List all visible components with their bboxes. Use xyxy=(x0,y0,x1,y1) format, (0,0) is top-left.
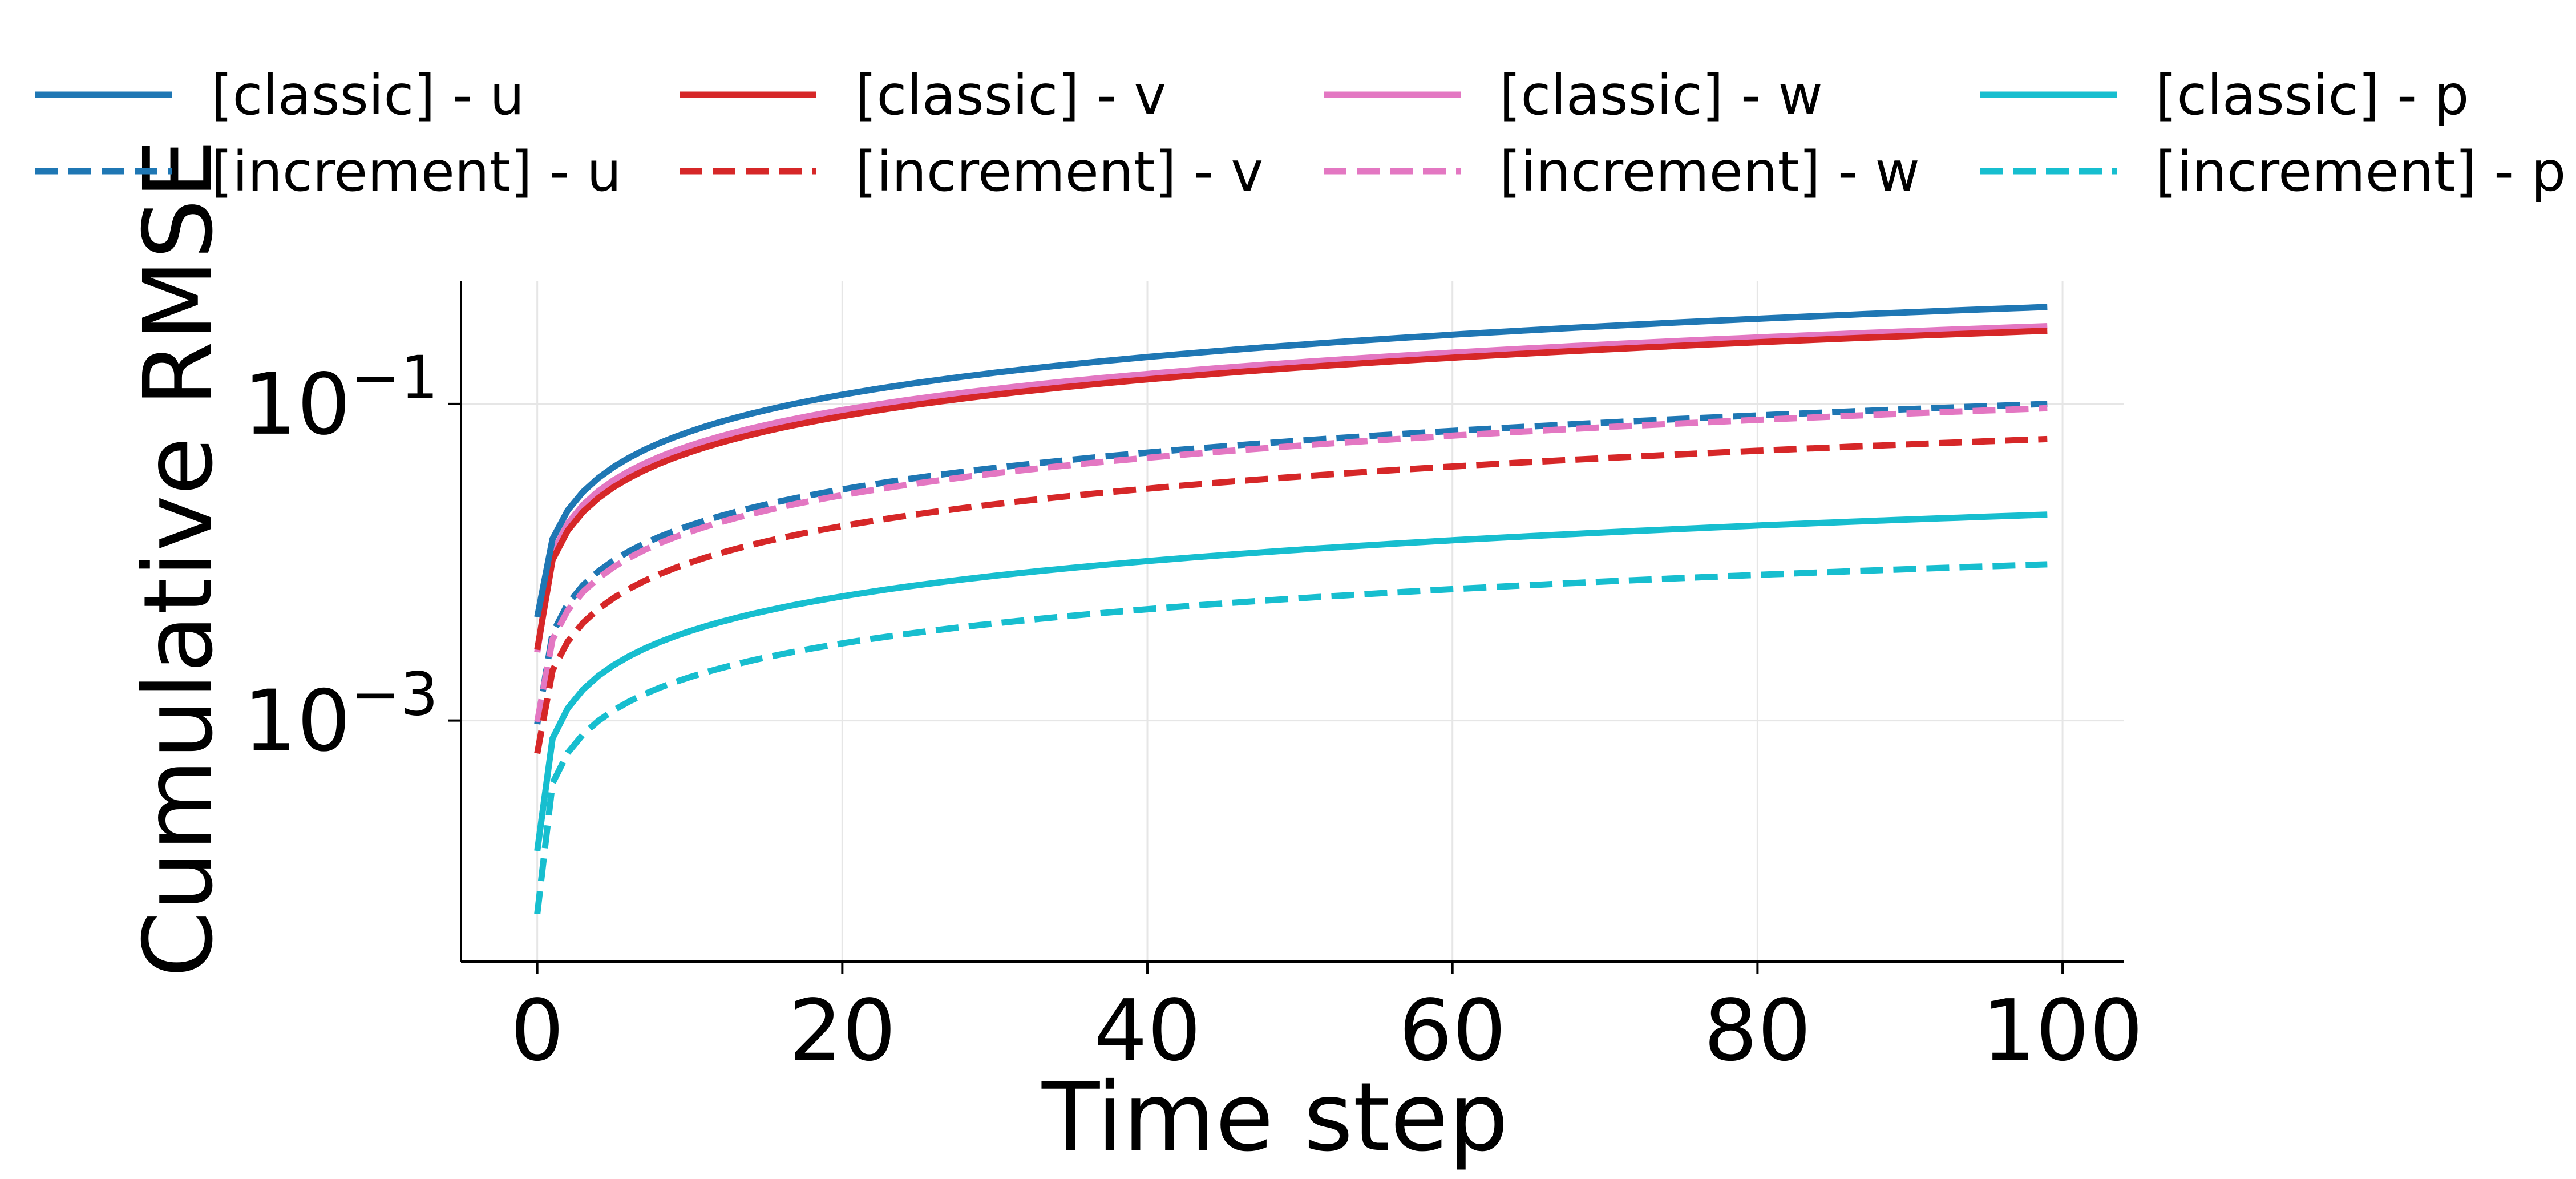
legend-item: [increment] - u xyxy=(35,140,621,204)
legend-label: [classic] - w xyxy=(1499,63,1823,127)
legend: [classic] - u [classic] - v [classic] - w [… xyxy=(35,63,2566,204)
legend-item: [classic] - w xyxy=(1324,63,1823,127)
series-line-classic-v xyxy=(534,328,2048,651)
legend-item: [classic] - u xyxy=(35,63,524,127)
legend-label: [classic] - v xyxy=(855,63,1166,127)
series-line-classic-p xyxy=(534,511,2048,851)
legend-item: [classic] - p xyxy=(1980,63,2469,127)
series-line-increment-p xyxy=(534,561,2048,915)
x-tick-label: 60 xyxy=(1399,982,1506,1080)
legend-item: [increment] - v xyxy=(680,140,1263,204)
y-axis-title: Cumulative RMSE xyxy=(124,139,234,978)
series-line-increment-v xyxy=(534,435,2048,754)
legend-label: [increment] - u xyxy=(211,140,621,204)
legend-label: [increment] - w xyxy=(1499,140,1920,204)
legend-label: [classic] - p xyxy=(2156,63,2469,127)
x-tick-label: 100 xyxy=(1982,982,2144,1080)
legend-label: [increment] - p xyxy=(2156,140,2566,204)
series-line-classic-u xyxy=(534,304,2048,618)
series-lines xyxy=(534,304,2048,915)
series-line-classic-w xyxy=(534,323,2048,653)
legend-item: [increment] - p xyxy=(1980,140,2566,204)
y-tick-label: 10−1 xyxy=(243,343,438,454)
y-tick-label: 10−3 xyxy=(243,660,438,770)
legend-label: [classic] - u xyxy=(211,63,524,127)
x-tick-label: 80 xyxy=(1704,982,1811,1080)
axes xyxy=(448,281,2124,974)
series-line-increment-u xyxy=(534,401,2048,725)
x-tick-label: 0 xyxy=(511,982,564,1080)
legend-item: [increment] - w xyxy=(1324,140,1920,204)
x-axis-title: Time step xyxy=(1041,1063,1509,1173)
x-tick-label: 20 xyxy=(788,982,896,1080)
tick-labels: 0 20 40 60 80 100 10−1 10−3 xyxy=(243,343,2143,1080)
legend-item: [classic] - v xyxy=(680,63,1166,127)
grid xyxy=(461,281,2124,962)
legend-label: [increment] - v xyxy=(855,140,1263,204)
series-line-increment-w xyxy=(534,405,2048,723)
x-tick-label: 40 xyxy=(1094,982,1201,1080)
